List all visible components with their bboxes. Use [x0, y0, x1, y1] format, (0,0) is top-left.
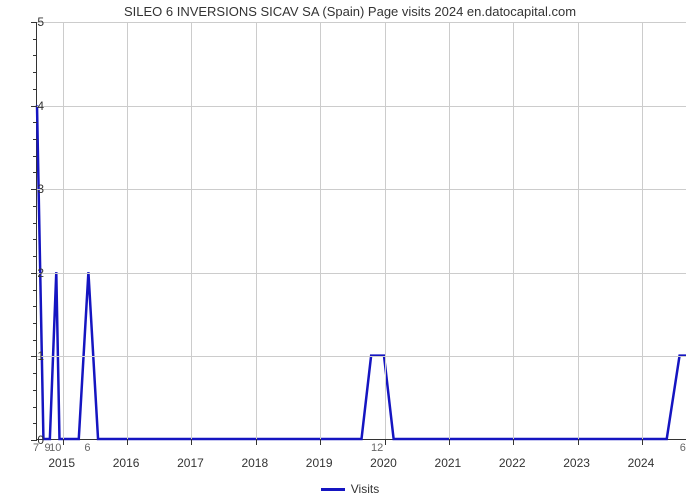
- y-minor-tick: [33, 407, 37, 408]
- grid-line-v: [63, 22, 64, 439]
- x-axis-label: 2017: [177, 456, 204, 470]
- y-axis-label: 4: [14, 99, 44, 113]
- y-minor-tick: [33, 223, 37, 224]
- data-point-label: 10: [49, 442, 61, 454]
- grid-line-h: [37, 22, 686, 23]
- y-minor-tick: [33, 323, 37, 324]
- grid-line-v: [449, 22, 450, 439]
- x-axis-label: 2018: [241, 456, 268, 470]
- x-axis-label: 2015: [48, 456, 75, 470]
- y-minor-tick: [33, 340, 37, 341]
- grid-line-h: [37, 106, 686, 107]
- y-axis-label: 1: [14, 349, 44, 363]
- x-major-tick: [63, 439, 64, 445]
- data-point-label: 6: [680, 442, 686, 454]
- y-minor-tick: [33, 89, 37, 90]
- y-minor-tick: [33, 239, 37, 240]
- data-point-label: 12: [371, 442, 383, 454]
- legend-item-visits: Visits: [321, 482, 379, 496]
- grid-line-h: [37, 273, 686, 274]
- x-major-tick: [127, 439, 128, 445]
- y-axis-label: 3: [14, 182, 44, 196]
- legend-swatch: [321, 488, 345, 491]
- grid-line-v: [127, 22, 128, 439]
- y-minor-tick: [33, 390, 37, 391]
- grid-line-h: [37, 189, 686, 190]
- plot-area: [36, 22, 686, 440]
- y-minor-tick: [33, 139, 37, 140]
- y-minor-tick: [33, 72, 37, 73]
- data-point-label: 7: [33, 442, 39, 454]
- grid-line-v: [578, 22, 579, 439]
- y-axis-label: 0: [14, 433, 44, 447]
- grid-line-v: [191, 22, 192, 439]
- y-minor-tick: [33, 306, 37, 307]
- grid-line-v: [320, 22, 321, 439]
- y-minor-tick: [33, 290, 37, 291]
- grid-line-v: [642, 22, 643, 439]
- x-major-tick: [513, 439, 514, 445]
- y-minor-tick: [33, 256, 37, 257]
- x-axis-label: 2022: [499, 456, 526, 470]
- x-major-tick: [449, 439, 450, 445]
- y-minor-tick: [33, 122, 37, 123]
- x-axis-label: 2020: [370, 456, 397, 470]
- grid-line-h: [37, 356, 686, 357]
- y-minor-tick: [33, 373, 37, 374]
- x-axis-label: 2016: [113, 456, 140, 470]
- x-axis-label: 2019: [306, 456, 333, 470]
- y-axis-label: 2: [14, 266, 44, 280]
- y-minor-tick: [33, 172, 37, 173]
- y-minor-tick: [33, 156, 37, 157]
- grid-line-v: [256, 22, 257, 439]
- x-major-tick: [320, 439, 321, 445]
- x-major-tick: [578, 439, 579, 445]
- x-axis-label: 2023: [563, 456, 590, 470]
- legend: Visits: [0, 478, 700, 497]
- data-point-label: 6: [84, 442, 90, 454]
- line-series-svg: [37, 22, 686, 439]
- grid-line-v: [385, 22, 386, 439]
- grid-line-v: [513, 22, 514, 439]
- chart-title: SILEO 6 INVERSIONS SICAV SA (Spain) Page…: [0, 4, 700, 19]
- y-axis-label: 5: [14, 15, 44, 29]
- y-minor-tick: [33, 206, 37, 207]
- y-minor-tick: [33, 39, 37, 40]
- y-minor-tick: [33, 423, 37, 424]
- y-minor-tick: [33, 55, 37, 56]
- chart-container: SILEO 6 INVERSIONS SICAV SA (Spain) Page…: [0, 0, 700, 500]
- x-major-tick: [385, 439, 386, 445]
- x-major-tick: [191, 439, 192, 445]
- x-axis-label: 2021: [435, 456, 462, 470]
- x-axis-label: 2024: [628, 456, 655, 470]
- x-major-tick: [642, 439, 643, 445]
- legend-label: Visits: [351, 482, 379, 496]
- x-major-tick: [256, 439, 257, 445]
